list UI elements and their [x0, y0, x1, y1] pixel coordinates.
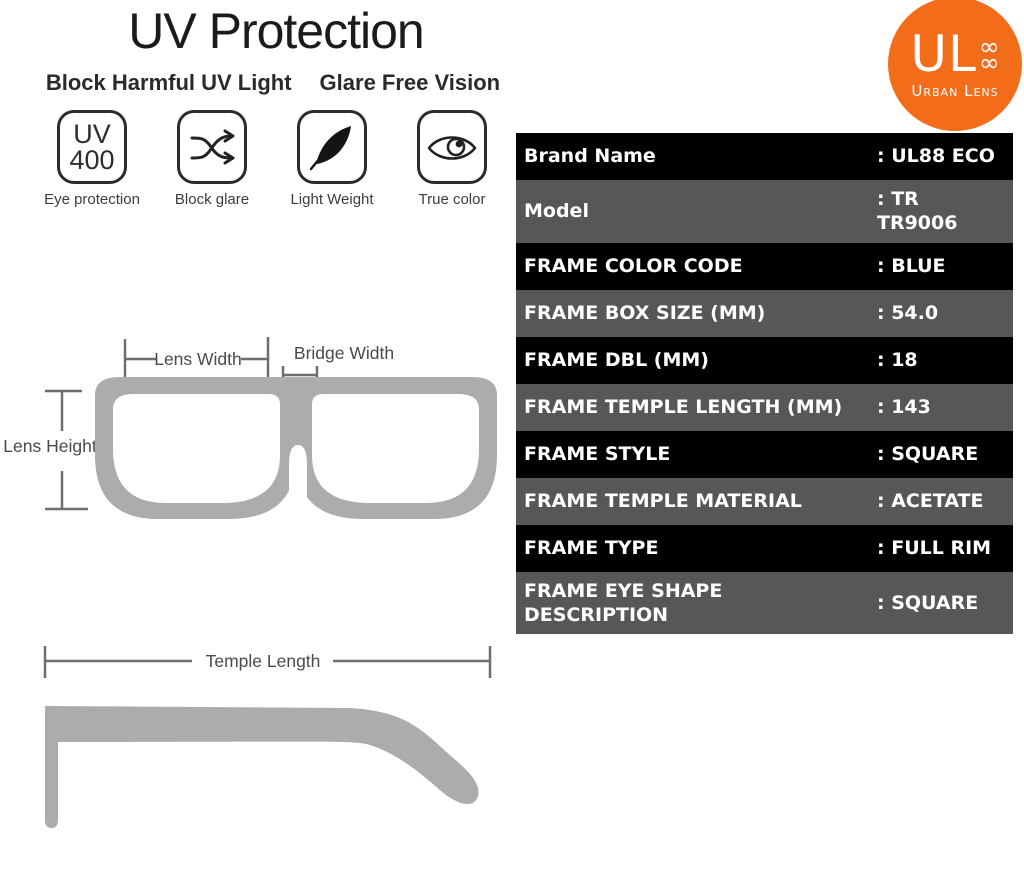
eye-icon — [417, 110, 487, 184]
block-glare-icon — [177, 110, 247, 184]
feature-label: Block glare — [174, 191, 250, 208]
subtitle-right: Glare Free Vision — [319, 70, 501, 95]
feature-label: Light Weight — [290, 191, 374, 208]
glasses-frame-shape — [95, 377, 497, 519]
spec-value: : ACETATE — [877, 489, 984, 512]
lens-height-measure: Lens Height — [3, 389, 97, 511]
spec-row: FRAME DBL (MM) : 18 — [516, 336, 1013, 384]
spec-row: FRAME COLOR CODE : BLUE — [516, 242, 1013, 290]
logo-mark: UL ∞ ∞ — [910, 29, 999, 79]
spec-value: : BLUE — [877, 254, 946, 277]
spec-label: Model — [524, 200, 589, 223]
feature-true-color: True color — [416, 110, 488, 208]
header: UV Protection Block Harmful UV Light Gla… — [0, 0, 516, 96]
spec-row: FRAME EYE SHAPE DESCRIPTION : SQUARE — [516, 571, 1013, 635]
spec-label: FRAME EYE SHAPE DESCRIPTION — [524, 579, 723, 626]
spec-value: : UL88 ECO — [877, 145, 995, 168]
feature-eye-protection: UV 400 Eye protection — [44, 110, 140, 208]
temple-length-label: Temple Length — [206, 651, 321, 671]
logo-initials: UL — [910, 24, 977, 83]
spec-label: FRAME TEMPLE MATERIAL — [524, 489, 802, 512]
spec-row: FRAME BOX SIZE (MM) : 54.0 — [516, 289, 1013, 337]
spec-value: : SQUARE — [877, 591, 979, 614]
spec-value: : SQUARE — [877, 442, 979, 465]
brand-logo: UL ∞ ∞ Urban Lens — [888, 0, 1022, 131]
glasses-temple-diagram: Temple Length — [43, 646, 492, 828]
spec-row: Model : TR TR9006 — [516, 180, 1013, 243]
spec-label: FRAME STYLE — [524, 442, 671, 465]
feature-label: Eye protection — [44, 191, 140, 208]
glasses-front-diagram: Lens Width Bridge Width Lens Height — [3, 337, 497, 519]
shuffle-arrows-glyph — [190, 129, 235, 165]
logo-name: Urban Lens — [911, 81, 999, 100]
subtitle: Block Harmful UV Light Glare Free Vision — [0, 70, 516, 96]
spec-label: Brand Name — [524, 145, 656, 168]
spec-value: : FULL RIM — [877, 536, 992, 559]
lens-width-label: Lens Width — [154, 349, 242, 369]
spec-table: Brand Name : UL88 ECO Model : TR TR9006 FRAM… — [516, 133, 1013, 635]
spec-row: FRAME TYPE : FULL RIM — [516, 524, 1013, 572]
page-title: UV Protection — [128, 3, 424, 59]
bridge-width-label: Bridge Width — [294, 343, 394, 363]
spec-row: FRAME STYLE : SQUARE — [516, 430, 1013, 478]
infinity-icon: ∞ ∞ — [978, 32, 1000, 77]
temple-length-measure: Temple Length — [43, 646, 492, 678]
spec-value: : TR TR9006 — [877, 188, 958, 235]
spec-label: FRAME DBL (MM) — [524, 348, 709, 371]
spec-label: FRAME BOX SIZE (MM) — [524, 301, 766, 324]
feature-list: UV 400 Eye protection Block glare Light … — [44, 110, 488, 208]
lens-height-label: Lens Height — [3, 436, 97, 456]
feature-block-glare: Block glare — [174, 110, 250, 208]
uv400-icon: UV 400 — [57, 110, 127, 184]
feather-glyph — [309, 126, 351, 171]
spec-label: FRAME COLOR CODE — [524, 254, 743, 277]
eye-glyph — [427, 136, 477, 160]
feature-light-weight: Light Weight — [290, 110, 374, 208]
spec-label: FRAME TEMPLE LENGTH (MM) — [524, 395, 843, 418]
spec-value: : 54.0 — [877, 301, 939, 324]
spec-label: FRAME TYPE — [524, 536, 659, 559]
temple-arm-shape — [45, 706, 479, 828]
spec-row: Brand Name : UL88 ECO — [516, 133, 1013, 180]
spec-value: : 18 — [877, 348, 918, 371]
feather-icon — [297, 110, 367, 184]
lens-width-measure: Lens Width — [123, 337, 270, 381]
spec-row: FRAME TEMPLE LENGTH (MM) : 143 — [516, 383, 1013, 431]
feature-label: True color — [418, 191, 486, 208]
spec-value: : 143 — [877, 395, 931, 418]
subtitle-left: Block Harmful UV Light — [45, 70, 292, 95]
spec-row: FRAME TEMPLE MATERIAL : ACETATE — [516, 477, 1013, 525]
